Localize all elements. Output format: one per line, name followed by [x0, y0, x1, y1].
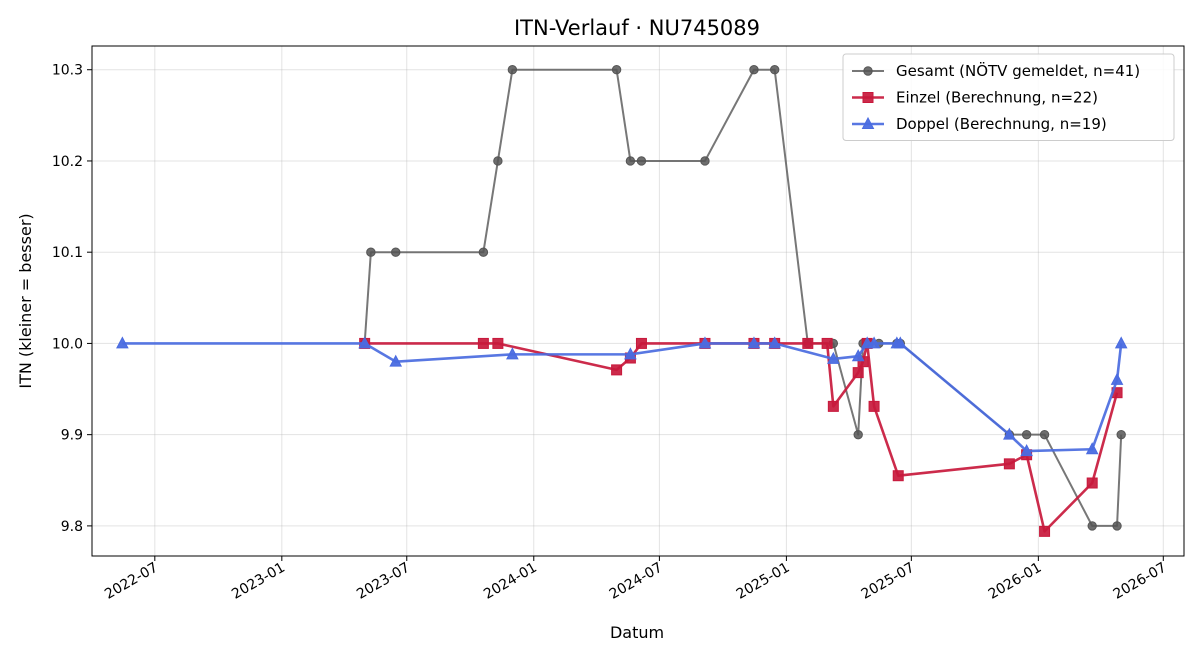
x-tick-label: 2025-07	[859, 560, 918, 603]
legend-marker	[862, 92, 874, 103]
series-layer	[116, 65, 1128, 537]
series-doppel	[116, 336, 1128, 457]
data-point	[851, 349, 865, 362]
data-point	[116, 336, 129, 349]
data-point	[852, 367, 864, 379]
data-point	[700, 156, 710, 166]
y-tick-label: 10.0	[52, 336, 83, 352]
data-point	[493, 156, 503, 166]
data-point	[1086, 477, 1098, 489]
data-point	[821, 337, 833, 349]
data-point	[893, 336, 907, 349]
y-tick-label: 9.9	[61, 428, 83, 444]
series-line	[364, 342, 1119, 533]
legend-box	[842, 53, 1175, 141]
data-point	[802, 337, 814, 349]
y-axis: 9.8 9.9 10.0 10.1 10.2 10.3	[52, 63, 92, 535]
data-point	[857, 356, 869, 368]
data-point	[1112, 521, 1122, 531]
legend-label: Einzel (Berechnung, n=22)	[896, 89, 1098, 107]
data-point	[1085, 442, 1099, 455]
y-tick-label: 9.8	[61, 519, 83, 535]
data-point	[1020, 444, 1033, 457]
data-point	[611, 364, 623, 376]
legend-marker	[863, 66, 873, 76]
x-tick-label: 2026-07	[1111, 560, 1170, 603]
data-point	[1039, 429, 1050, 440]
legend-item-doppel: Doppel (Berechnung, n=19)	[852, 115, 1107, 133]
x-tick-label: 2023-01	[229, 560, 288, 603]
data-point	[478, 247, 489, 257]
x-tick-label: 2024-01	[481, 560, 540, 603]
data-point	[389, 354, 403, 367]
x-tick-label: 2026-01	[986, 560, 1045, 603]
y-axis-label: ITN (kleiner = besser)	[16, 213, 35, 388]
data-point	[636, 156, 647, 166]
data-point	[749, 65, 759, 75]
data-point	[747, 336, 761, 349]
y-tick-label: 10.2	[52, 154, 83, 170]
data-point	[867, 336, 881, 349]
data-point	[768, 336, 781, 349]
x-axis-label: Datum	[610, 623, 664, 642]
data-point	[506, 347, 519, 360]
legend-marker	[861, 116, 875, 129]
data-point	[698, 336, 712, 349]
data-point	[1039, 525, 1051, 537]
data-point	[827, 351, 840, 364]
legend: Gesamt (NÖTV gemeldet, n=41) Einzel (Bere…	[842, 53, 1175, 141]
legend-item-einzel: Einzel (Berechnung, n=22)	[852, 89, 1098, 107]
legend-item-gesamt: Gesamt (NÖTV gemeldet, n=41)	[852, 61, 1140, 80]
data-point	[477, 337, 489, 349]
data-point	[1003, 458, 1015, 470]
data-point	[507, 65, 518, 75]
x-tick-label: 2022-07	[102, 560, 161, 603]
data-point	[358, 336, 371, 349]
y-tick-label: 10.3	[52, 63, 83, 79]
data-point	[769, 65, 780, 75]
data-point	[1114, 336, 1128, 349]
x-axis: 2022-07 2023-01 2023-07 2024-01 2024-07 2025-…	[102, 556, 1169, 603]
data-point	[1087, 521, 1097, 531]
plot-area-frame	[91, 45, 1185, 557]
data-point	[611, 65, 622, 75]
legend-label: Doppel (Berechnung, n=19)	[896, 115, 1107, 133]
data-point	[868, 400, 880, 412]
x-tick-label: 2023-07	[354, 560, 413, 603]
data-point	[624, 347, 637, 360]
data-point	[492, 337, 504, 349]
data-point	[1021, 429, 1032, 440]
x-tick-label: 2025-01	[734, 560, 793, 603]
data-point	[625, 156, 636, 166]
data-point	[391, 247, 401, 257]
data-point	[1003, 427, 1016, 440]
data-point	[827, 400, 839, 412]
y-tick-label: 10.1	[52, 245, 83, 261]
legend-label: Gesamt (NÖTV gemeldet, n=41)	[896, 61, 1140, 80]
data-point	[892, 470, 904, 482]
chart-title: ITN-Verlauf · NU745089	[514, 16, 760, 40]
data-point	[1110, 372, 1124, 385]
data-point	[853, 429, 863, 440]
data-point	[1116, 429, 1126, 440]
data-point	[635, 337, 647, 349]
data-point	[366, 247, 376, 257]
x-tick-label: 2024-07	[607, 560, 666, 603]
